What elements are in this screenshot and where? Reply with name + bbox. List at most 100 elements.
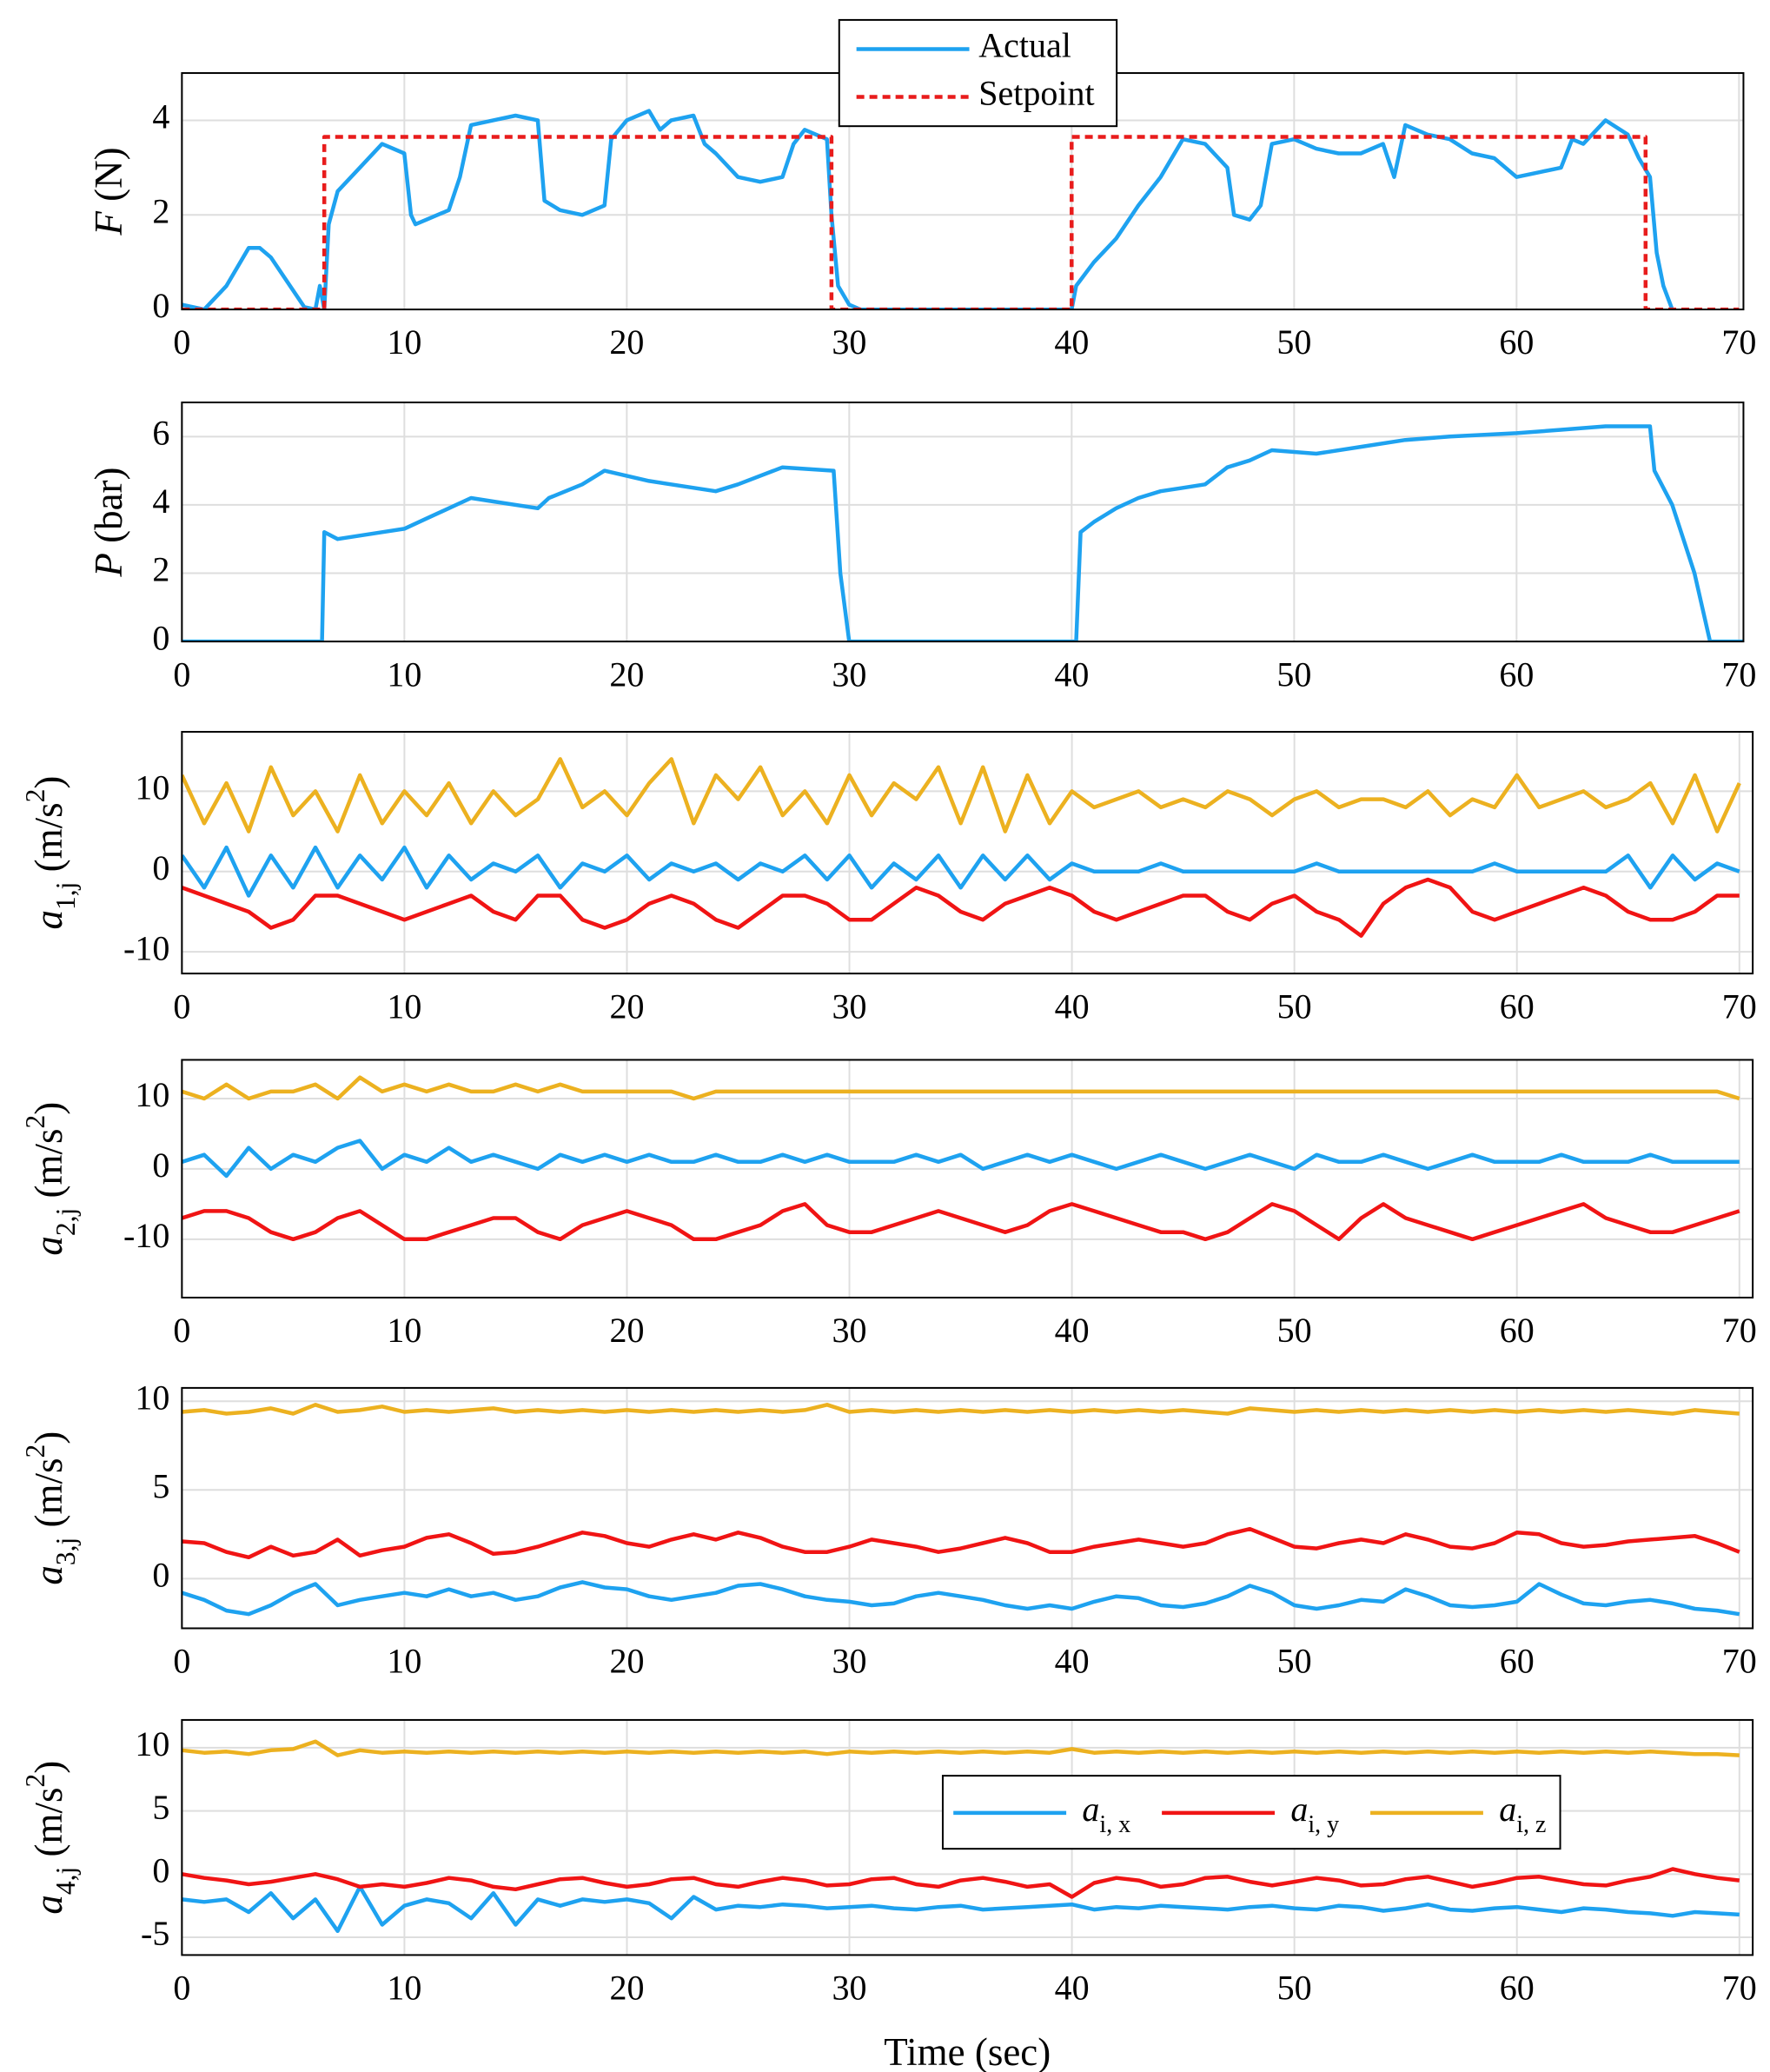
x-tick-label: 70 bbox=[1721, 322, 1756, 362]
legend-label: Setpoint bbox=[978, 74, 1094, 113]
x-tick-label: 20 bbox=[609, 1969, 644, 2008]
x-tick-label: 40 bbox=[1054, 654, 1089, 694]
series-line bbox=[182, 1403, 1740, 1416]
y-tick-label: 10 bbox=[135, 1378, 169, 1417]
text-part: a bbox=[1082, 1790, 1099, 1829]
y-tick-label: 10 bbox=[135, 768, 169, 807]
series-line bbox=[182, 1580, 1740, 1617]
text-part: 3,j bbox=[50, 1537, 81, 1565]
y-axis-label: a1,j (m/s2) bbox=[20, 776, 81, 930]
x-tick-label: 50 bbox=[1277, 986, 1312, 1026]
x-tick-label: 70 bbox=[1722, 1969, 1757, 2008]
x-tick-label: 0 bbox=[173, 1969, 190, 2008]
y-tick-label: 0 bbox=[152, 1556, 169, 1595]
x-tick-label: 50 bbox=[1276, 654, 1311, 694]
x-tick-label: 30 bbox=[832, 986, 867, 1026]
text-part: 2 bbox=[20, 789, 50, 803]
x-tick-label: 0 bbox=[173, 654, 190, 694]
x-tick-label: 30 bbox=[832, 654, 866, 694]
legend-label: ai, z bbox=[1499, 1790, 1546, 1838]
y-tick-label: 0 bbox=[152, 1851, 169, 1890]
x-tick-label: 20 bbox=[609, 322, 644, 362]
text-part: 2 bbox=[20, 1115, 50, 1129]
x-tick-label: 30 bbox=[832, 1642, 867, 1681]
series-line bbox=[182, 845, 1740, 898]
x-tick-label: 50 bbox=[1276, 322, 1311, 362]
series-line bbox=[182, 109, 1674, 310]
x-tick-label: 20 bbox=[609, 1311, 644, 1350]
text-part: a bbox=[1499, 1790, 1516, 1829]
x-tick-label: 10 bbox=[387, 322, 421, 362]
series-line bbox=[182, 1202, 1740, 1242]
x-tick-label: 10 bbox=[387, 1969, 421, 2008]
legend-box bbox=[838, 18, 1118, 128]
axes-box bbox=[181, 731, 1754, 975]
x-tick-label: 10 bbox=[387, 1311, 421, 1350]
x-tick-label: 0 bbox=[173, 1311, 190, 1350]
x-tick-label: 30 bbox=[832, 322, 866, 362]
x-tick-label: 0 bbox=[173, 986, 190, 1026]
text-part: ) bbox=[27, 776, 70, 789]
y-tick-label: 2 bbox=[152, 550, 169, 589]
series-line bbox=[182, 757, 1741, 833]
text-part: 1,j bbox=[50, 882, 81, 910]
text-part: ) bbox=[27, 1761, 70, 1774]
axes-box bbox=[181, 1386, 1754, 1630]
text-part: a bbox=[27, 1565, 70, 1585]
series-line bbox=[182, 1884, 1740, 1934]
x-tick-label: 60 bbox=[1500, 1969, 1535, 2008]
x-tick-label: 20 bbox=[609, 1642, 644, 1681]
series-line bbox=[182, 424, 1744, 642]
x-axis-label: Time (sec) bbox=[884, 2030, 1051, 2072]
series-line bbox=[182, 1867, 1740, 1899]
axes-box bbox=[181, 402, 1745, 643]
x-tick-label: 0 bbox=[173, 322, 190, 362]
x-tick-label: 60 bbox=[1500, 986, 1535, 1026]
text-part: i, x bbox=[1099, 1811, 1130, 1838]
series-line bbox=[182, 1526, 1740, 1560]
x-tick-label: 70 bbox=[1722, 986, 1757, 1026]
y-tick-label: 10 bbox=[135, 1724, 169, 1763]
x-tick-label: 40 bbox=[1055, 1642, 1090, 1681]
legend-label: ai, x bbox=[1082, 1790, 1130, 1838]
y-axis-label: a2,j (m/s2) bbox=[20, 1102, 81, 1256]
legend: ai, x ai, y ai, z bbox=[941, 1775, 1561, 1850]
x-tick-label: 50 bbox=[1277, 1969, 1312, 2008]
text-part: 2 bbox=[20, 1774, 50, 1788]
x-tick-label: 30 bbox=[832, 1311, 867, 1350]
text-part: i, y bbox=[1308, 1811, 1339, 1838]
text-part: (m/s bbox=[27, 1458, 70, 1537]
text-part: ) bbox=[27, 1102, 70, 1115]
y-axis-label: a4,j (m/s2) bbox=[20, 1761, 81, 1915]
text-part: 4,j bbox=[50, 1867, 81, 1895]
y-tick-label: 4 bbox=[152, 481, 169, 521]
x-tick-label: 40 bbox=[1055, 1311, 1090, 1350]
x-tick-label: 20 bbox=[609, 986, 644, 1026]
legend: Actual Setpoint bbox=[838, 18, 1118, 128]
text-part: a bbox=[1290, 1790, 1308, 1829]
y-tick-label: 6 bbox=[152, 413, 169, 452]
legend-label: ai, y bbox=[1290, 1790, 1339, 1838]
x-tick-label: 40 bbox=[1054, 322, 1089, 362]
x-tick-label: 60 bbox=[1499, 654, 1534, 694]
y-tick-label: -10 bbox=[123, 1216, 169, 1255]
x-tick-label: 40 bbox=[1055, 1969, 1090, 2008]
legend-label: Actual bbox=[978, 26, 1071, 65]
x-tick-label: 60 bbox=[1500, 1642, 1535, 1681]
y-axis-label: a3,j (m/s2) bbox=[20, 1431, 81, 1585]
text-part: (m/s bbox=[27, 1787, 70, 1866]
x-tick-label: 10 bbox=[387, 986, 421, 1026]
y-tick-label: 0 bbox=[152, 286, 169, 325]
text-part: (m/s bbox=[27, 802, 70, 881]
text-part: i, z bbox=[1516, 1811, 1546, 1838]
x-tick-label: 60 bbox=[1499, 322, 1534, 362]
x-tick-label: 50 bbox=[1277, 1311, 1312, 1350]
y-tick-label: 10 bbox=[135, 1075, 169, 1114]
text-part: P bbox=[87, 553, 130, 578]
text-part: 2 bbox=[20, 1444, 50, 1458]
